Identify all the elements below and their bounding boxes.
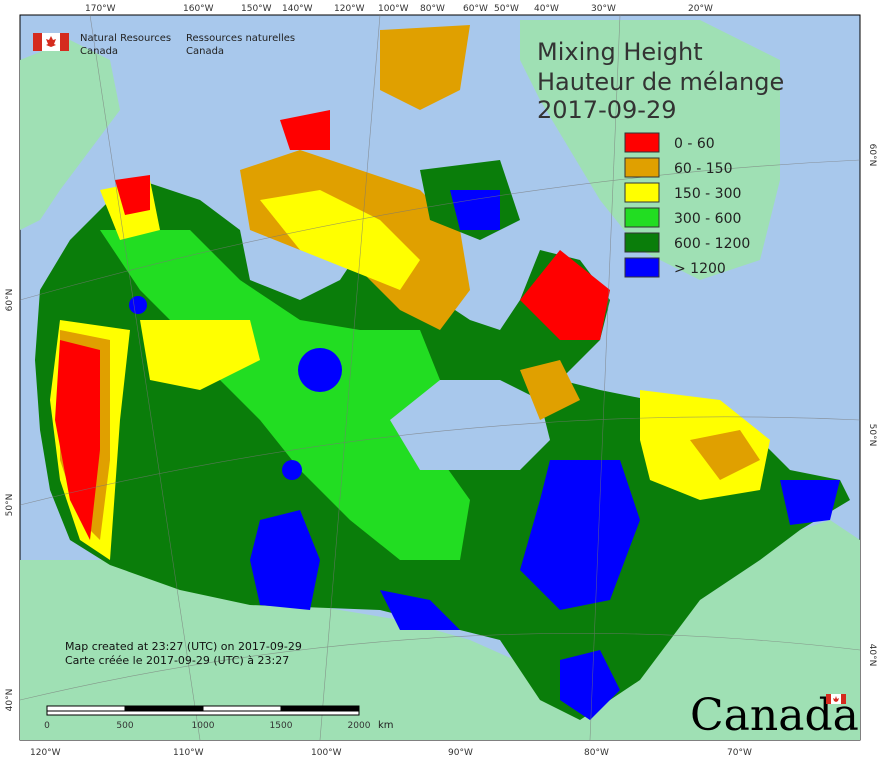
legend-label: 300 - 600 xyxy=(674,211,741,227)
right-tick-label: 40°N xyxy=(867,644,877,667)
nrcan-signature: Natural Resources Canada Ressources natu… xyxy=(33,33,295,57)
credit-fr: Carte créée le 2017-09-29 (UTC) à 23:27 xyxy=(65,654,289,667)
graticule xyxy=(19,14,861,741)
top-tick-label: 80°W xyxy=(420,4,445,14)
top-tick-label: 140°W xyxy=(282,4,313,14)
scale-unit: km xyxy=(378,720,394,731)
canada-wordmark: Canada xyxy=(690,690,859,741)
title-fr: Hauteur de mélange xyxy=(537,68,784,96)
credit-en: Map created at 23:27 (UTC) on 2017-09-29 xyxy=(65,640,302,653)
bottom-tick-label: 70°W xyxy=(727,748,752,758)
top-tick-labels: 170°W 160°W 150°W 140°W 120°W 100°W 80°W 60°W 50… xyxy=(85,4,713,14)
legend-swatch xyxy=(624,182,660,203)
top-tick-label: 170°W xyxy=(85,4,116,14)
legend-label: > 1200 xyxy=(674,261,726,277)
top-tick-label: 20°W xyxy=(688,4,713,14)
right-tick-label: 60°N xyxy=(867,144,877,167)
top-tick-label: 100°W xyxy=(378,4,409,14)
right-tick-labels: 60°N 50°N 40°N xyxy=(867,144,877,667)
hudson-bay xyxy=(390,380,550,470)
top-tick-label: 150°W xyxy=(241,4,272,14)
left-tick-labels: 60°N 50°N 40°N xyxy=(5,289,15,712)
left-tick-label: 60°N xyxy=(5,289,15,312)
top-tick-label: 40°W xyxy=(534,4,559,14)
top-tick-label: 30°W xyxy=(591,4,616,14)
mixing-height-field xyxy=(35,25,850,720)
bottom-tick-labels: 120°W 110°W 100°W 90°W 80°W 70°W xyxy=(30,748,752,758)
agency-fr-line1: Ressources naturelles xyxy=(186,33,295,44)
scale-label: 2000 xyxy=(348,721,371,731)
agency-en-line1: Natural Resources xyxy=(80,33,171,44)
bottom-tick-label: 110°W xyxy=(173,748,204,758)
bottom-tick-label: 90°W xyxy=(448,748,473,758)
top-tick-label: 50°W xyxy=(494,4,519,14)
legend-label: 600 - 1200 xyxy=(674,236,750,252)
agency-en-line2: Canada xyxy=(80,46,118,57)
canada-flag-icon xyxy=(33,33,69,51)
legend-label: 0 - 60 xyxy=(674,136,715,152)
bottom-tick-label: 80°W xyxy=(584,748,609,758)
top-tick-label: 120°W xyxy=(334,4,365,14)
legend-swatch xyxy=(624,157,660,178)
left-tick-label: 50°N xyxy=(5,494,15,517)
title-en: Mixing Height xyxy=(537,38,703,66)
legend: 0 - 60 60 - 150 150 - 300 300 - 600 600 - 12… xyxy=(624,132,750,278)
top-tick-label: 60°W xyxy=(463,4,488,14)
scale-label: 1000 xyxy=(192,721,215,731)
scale-bar xyxy=(46,705,360,716)
legend-swatch xyxy=(624,207,660,228)
wordmark-flag-icon xyxy=(826,694,846,704)
legend-swatch xyxy=(624,257,660,278)
title-date: 2017-09-29 xyxy=(537,96,676,124)
top-tick-label: 160°W xyxy=(183,4,214,14)
legend-swatch xyxy=(624,232,660,253)
legend-swatch xyxy=(624,132,660,153)
legend-label: 60 - 150 xyxy=(674,161,733,177)
right-tick-label: 50°N xyxy=(867,424,877,447)
legend-label: 150 - 300 xyxy=(674,186,741,202)
bottom-tick-label: 120°W xyxy=(30,748,61,758)
bottom-tick-label: 100°W xyxy=(311,748,342,758)
agency-fr-line2: Canada xyxy=(186,46,224,57)
scale-label: 500 xyxy=(116,721,133,731)
scale-label: 1500 xyxy=(270,721,293,731)
left-tick-label: 40°N xyxy=(5,689,15,712)
scale-label: 0 xyxy=(44,721,50,731)
scale-bar-labels: 0 500 1000 1500 2000 xyxy=(44,721,371,731)
